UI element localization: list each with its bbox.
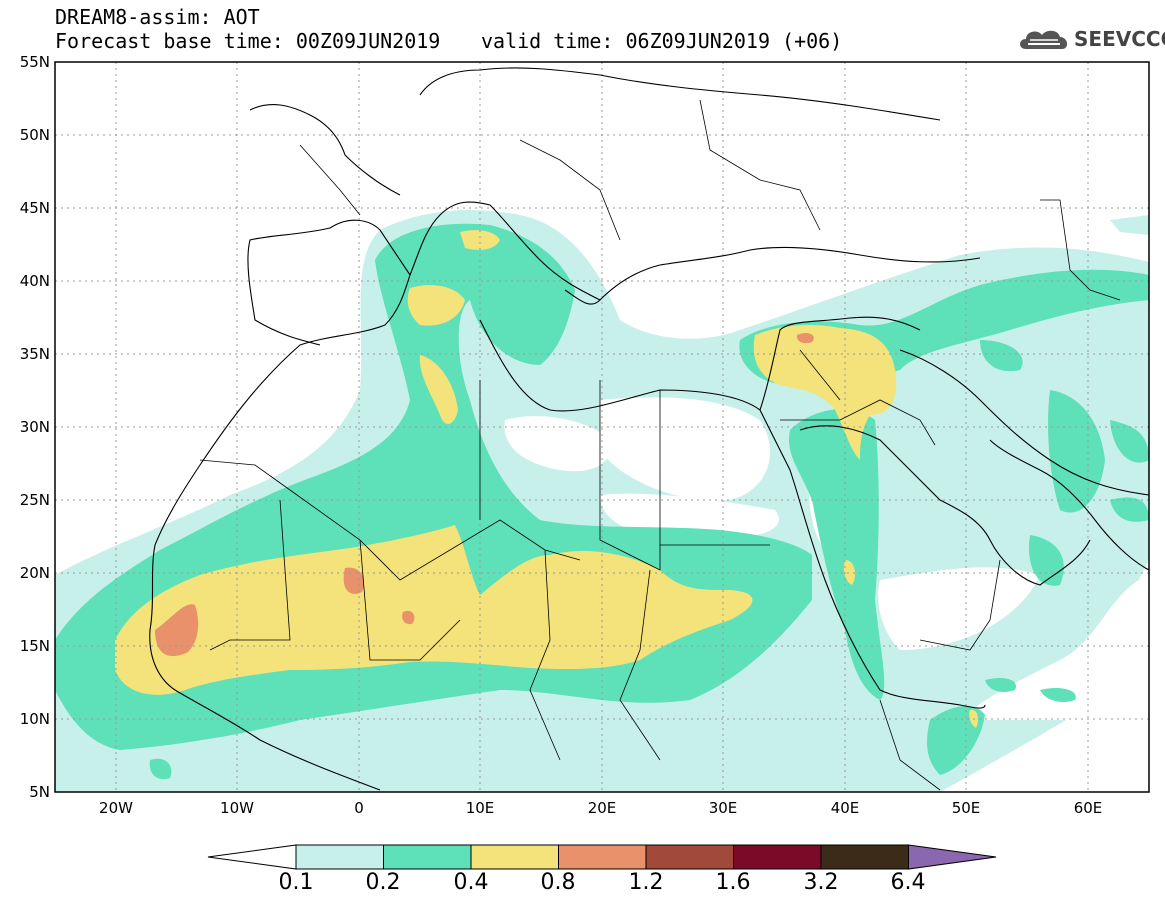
lat-label-10n: 10N [19, 710, 50, 728]
lon-label-50e: 50E [951, 799, 981, 817]
colorbar-swatch-6 [733, 844, 822, 870]
colorbar-label-3.2: 3.2 [803, 870, 839, 895]
seevccc-logo: SEEVCCC [1016, 25, 1165, 55]
coastlines [149, 67, 1149, 791]
lat-label-40n: 40N [19, 272, 50, 290]
colorbar-label-0.4: 0.4 [453, 870, 489, 895]
colorbar-swatch-2 [383, 844, 472, 870]
lat-label-50n: 50N [19, 126, 50, 144]
lat-label-15n: 15N [19, 637, 50, 655]
colorbar-label-0.2: 0.2 [365, 870, 401, 895]
lon-label-20w: 20W [99, 799, 133, 817]
map-frame [54, 61, 1150, 793]
lon-label-10w: 10W [220, 799, 254, 817]
lon-label-0: 0 [354, 799, 364, 817]
aot-band-0.4-0.8 [115, 230, 978, 728]
colorbar-label-1.6: 1.6 [715, 870, 751, 895]
lat-label-5n: 5N [29, 783, 50, 801]
valid-time: valid time: 06Z09JUN2019 (+06) [481, 29, 843, 53]
lat-label-25n: 25N [19, 491, 50, 509]
lon-label-60e: 60E [1073, 799, 1103, 817]
aot-band-0.8-1.2 [155, 332, 814, 657]
lon-label-30e: 30E [708, 799, 738, 817]
lon-label-10e: 10E [465, 799, 495, 817]
gridlines [55, 62, 1149, 792]
colorbar-swatch-4 [558, 844, 647, 870]
colorbar-swatch-7 [820, 844, 909, 870]
lat-label-35n: 35N [19, 345, 50, 363]
map-title: DREAM8-assim: AOT [55, 5, 260, 29]
colorbar-label-6.4: 6.4 [890, 870, 926, 895]
cloud-logo-icon [1020, 30, 1068, 49]
lon-label-40e: 40E [830, 799, 860, 817]
lon-label-20e: 20E [587, 799, 617, 817]
colorbar-swatch-1 [295, 844, 384, 870]
colorbar-under-arrow [207, 844, 297, 870]
colorbar-label-0.8: 0.8 [540, 870, 576, 895]
lat-label-45n: 45N [19, 199, 50, 217]
lat-label-20n: 20N [19, 564, 50, 582]
colorbar-over-arrow [908, 844, 997, 870]
colorbar-label-0.1: 0.1 [278, 870, 314, 895]
colorbar-swatch-5 [645, 844, 734, 870]
forecast-base-time: Forecast base time: 00Z09JUN2019 [55, 29, 441, 53]
colorbar-swatch-3 [470, 844, 559, 870]
country-borders [199, 99, 1121, 791]
logo-text: SEEVCCC [1074, 27, 1165, 51]
colorbar [207, 844, 997, 870]
lat-label-30n: 30N [19, 418, 50, 436]
lat-label-55n: 55N [19, 53, 50, 71]
colorbar-label-1.2: 1.2 [628, 870, 664, 895]
